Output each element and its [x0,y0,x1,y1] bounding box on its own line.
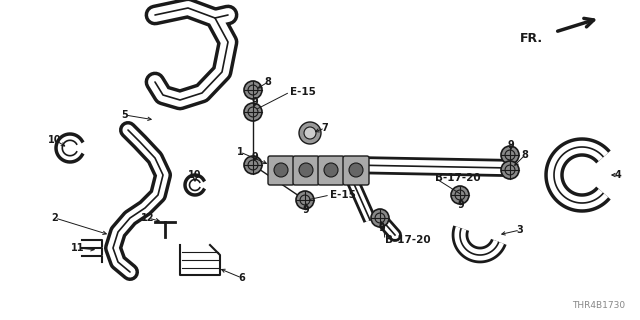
Circle shape [451,186,469,204]
Circle shape [324,163,338,177]
Circle shape [501,146,519,164]
Text: 9: 9 [252,97,259,107]
Text: B-17-20: B-17-20 [385,235,431,245]
Circle shape [296,191,314,209]
Circle shape [501,161,519,179]
Text: 9: 9 [252,152,259,162]
Text: 2: 2 [52,213,58,223]
Text: 9: 9 [303,205,309,215]
Circle shape [371,209,389,227]
Text: 6: 6 [239,273,245,283]
Circle shape [244,81,262,99]
Text: E-15: E-15 [290,87,316,97]
Text: 3: 3 [516,225,524,235]
Text: THR4B1730: THR4B1730 [572,301,625,310]
Circle shape [299,122,321,144]
Text: 8: 8 [264,77,271,87]
Text: 11: 11 [71,243,84,253]
Text: 9: 9 [458,200,465,210]
Circle shape [244,103,262,121]
Text: 9: 9 [379,223,385,233]
Text: E-15: E-15 [330,190,356,200]
Circle shape [244,156,262,174]
Circle shape [304,127,316,139]
Circle shape [349,163,363,177]
Text: 4: 4 [614,170,621,180]
Text: 1: 1 [237,147,243,157]
Text: 8: 8 [522,150,529,160]
Text: B-17-20: B-17-20 [435,173,481,183]
Text: 7: 7 [322,123,328,133]
FancyBboxPatch shape [293,156,319,185]
Text: 10: 10 [188,170,202,180]
FancyBboxPatch shape [343,156,369,185]
Text: 9: 9 [508,140,515,150]
FancyBboxPatch shape [268,156,294,185]
Text: 10: 10 [48,135,61,145]
Text: 5: 5 [122,110,129,120]
FancyBboxPatch shape [318,156,344,185]
Circle shape [274,163,288,177]
Text: FR.: FR. [520,31,543,44]
Text: 12: 12 [141,213,155,223]
Circle shape [299,163,313,177]
